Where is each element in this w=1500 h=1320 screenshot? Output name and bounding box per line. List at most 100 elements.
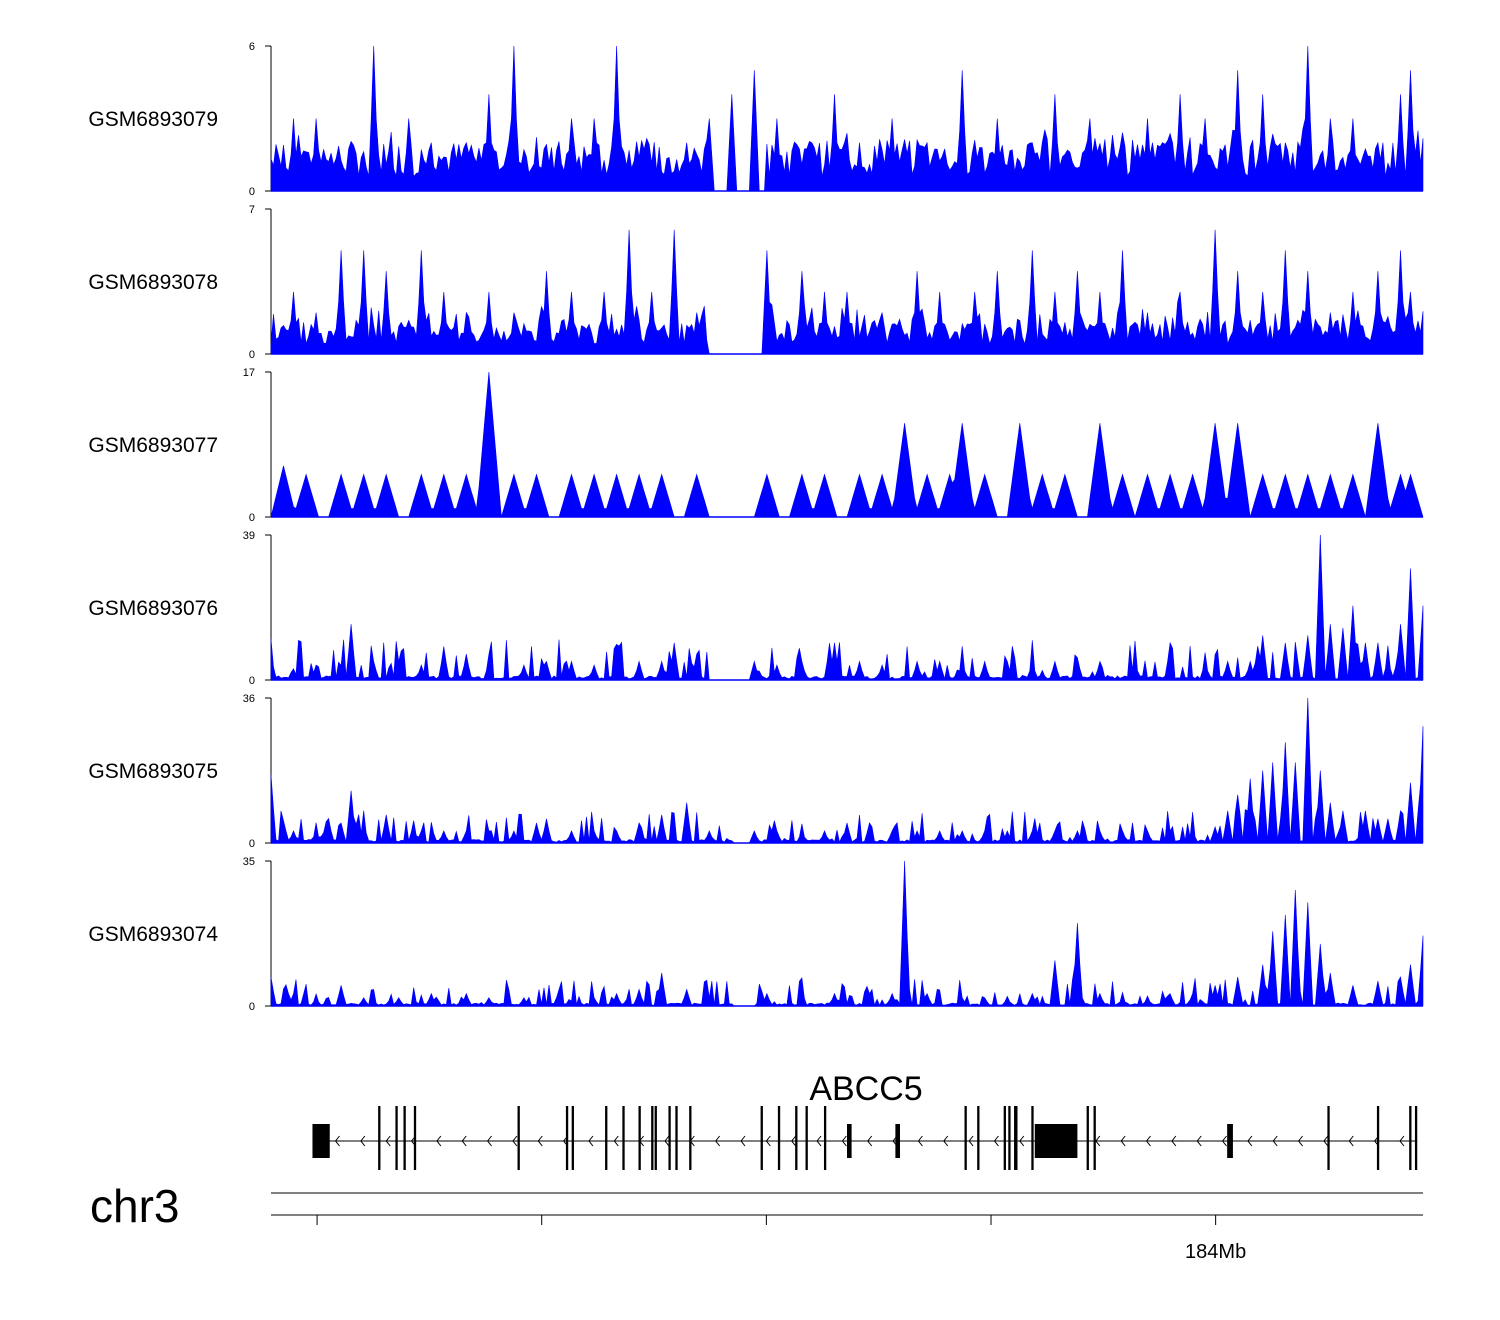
exon	[1008, 1106, 1011, 1170]
strand-arrow	[1196, 1135, 1202, 1147]
exon	[654, 1106, 657, 1170]
coverage-tracks: GSM689307960GSM689307870GSM6893077170GSM…	[88, 41, 1424, 1013]
exon	[565, 1106, 569, 1170]
genome-axis-ticks	[316, 1215, 1217, 1225]
strand-arrow	[867, 1135, 873, 1147]
y-tick-label: 35	[243, 856, 255, 868]
strand-arrow	[1323, 1135, 1329, 1147]
chromosome-axis: chr3 184Mb	[90, 1180, 1423, 1263]
axis-tick-label-184Mb: 184Mb	[1185, 1241, 1246, 1263]
gene-model-ABCC5	[312, 1106, 1418, 1170]
exon	[1014, 1106, 1018, 1170]
exon	[964, 1106, 967, 1170]
exon	[847, 1124, 852, 1158]
track-label: GSM6893078	[88, 271, 218, 294]
strand-arrow	[968, 1135, 974, 1147]
exon	[403, 1106, 406, 1170]
y-tick-label: 36	[243, 693, 255, 705]
exon	[805, 1106, 808, 1170]
exon	[312, 1124, 330, 1158]
exon	[689, 1106, 692, 1170]
strand-arrow	[715, 1135, 721, 1147]
strand-arrow	[841, 1135, 847, 1147]
strand-arrow	[537, 1135, 543, 1147]
exon	[395, 1106, 398, 1170]
exon	[1227, 1124, 1233, 1158]
strand-arrow	[791, 1135, 797, 1147]
track-GSM6893074: GSM6893074 35 0	[88, 856, 1424, 1013]
exon	[1003, 1106, 1006, 1170]
exon	[605, 1106, 608, 1170]
exon	[1376, 1106, 1380, 1170]
y-tick-label: 0	[249, 349, 255, 361]
exon	[823, 1106, 827, 1170]
strand-arrow	[486, 1135, 492, 1147]
y-tick-label: 0	[249, 512, 255, 524]
track-GSM6893078: GSM6893078 7 0	[88, 204, 1424, 361]
strand-arrow	[943, 1135, 949, 1147]
strand-arrow	[613, 1135, 619, 1147]
chromosome-label: chr3	[90, 1180, 179, 1232]
y-tick-label: 0	[249, 838, 255, 850]
exon	[1414, 1106, 1418, 1170]
gene-track: ABCC5	[312, 1070, 1418, 1170]
y-tick-label: 0	[249, 186, 255, 198]
track-label: GSM6893079	[88, 108, 218, 131]
strand-arrow	[1095, 1135, 1101, 1147]
strand-arrow	[461, 1135, 467, 1147]
track-GSM6893077: GSM6893077 17 0	[88, 367, 1424, 524]
coverage-area	[270, 860, 1424, 1007]
track-label: GSM6893075	[88, 760, 218, 783]
strand-arrow	[436, 1135, 442, 1147]
track-GSM6893075: GSM6893075 36 0	[88, 693, 1424, 850]
exon	[651, 1106, 654, 1170]
exon	[413, 1106, 417, 1170]
strand-arrow	[1120, 1135, 1126, 1147]
exon	[795, 1106, 798, 1170]
strand-arrow	[512, 1135, 518, 1147]
coverage-area	[270, 45, 1424, 192]
strand-arrow	[1348, 1135, 1354, 1147]
strand-arrow	[1221, 1135, 1227, 1147]
strand-arrow	[1399, 1135, 1405, 1147]
coverage-area	[270, 371, 1424, 519]
exon	[1093, 1106, 1096, 1170]
y-tick-label: 7	[249, 204, 255, 216]
exon	[622, 1106, 625, 1170]
strand-arrow	[664, 1135, 670, 1147]
exon	[675, 1106, 678, 1170]
strand-arrow	[816, 1135, 822, 1147]
track-label: GSM6893077	[88, 434, 218, 457]
exon	[895, 1124, 900, 1158]
strand-arrow	[917, 1135, 923, 1147]
exon	[1086, 1106, 1089, 1170]
exon	[668, 1106, 671, 1170]
track-GSM6893079: GSM6893079 6 0	[88, 41, 1424, 198]
strand-arrow	[588, 1135, 594, 1147]
strand-arrow	[385, 1135, 391, 1147]
strand-arrow	[740, 1135, 746, 1147]
y-tick-label: 39	[243, 530, 255, 542]
coverage-area	[270, 229, 1424, 355]
strand-arrow	[1297, 1135, 1303, 1147]
y-tick-label: 0	[249, 675, 255, 687]
gene-name-label: ABCC5	[809, 1070, 922, 1108]
exon	[977, 1106, 980, 1170]
coverage-area	[270, 697, 1424, 844]
exon	[1034, 1124, 1078, 1158]
strand-arrow	[1247, 1135, 1253, 1147]
exon	[378, 1106, 381, 1170]
strand-arrow	[1145, 1135, 1151, 1147]
strand-arrow	[765, 1135, 771, 1147]
exon	[777, 1106, 781, 1170]
strand-arrow	[1019, 1135, 1025, 1147]
exon	[571, 1106, 574, 1170]
strand-arrow	[993, 1135, 999, 1147]
strand-arrow	[1272, 1135, 1278, 1147]
strand-arrow	[360, 1135, 366, 1147]
exon	[517, 1106, 520, 1170]
y-tick-label: 0	[249, 1001, 255, 1013]
exon	[1031, 1106, 1034, 1170]
strand-arrow	[1171, 1135, 1177, 1147]
